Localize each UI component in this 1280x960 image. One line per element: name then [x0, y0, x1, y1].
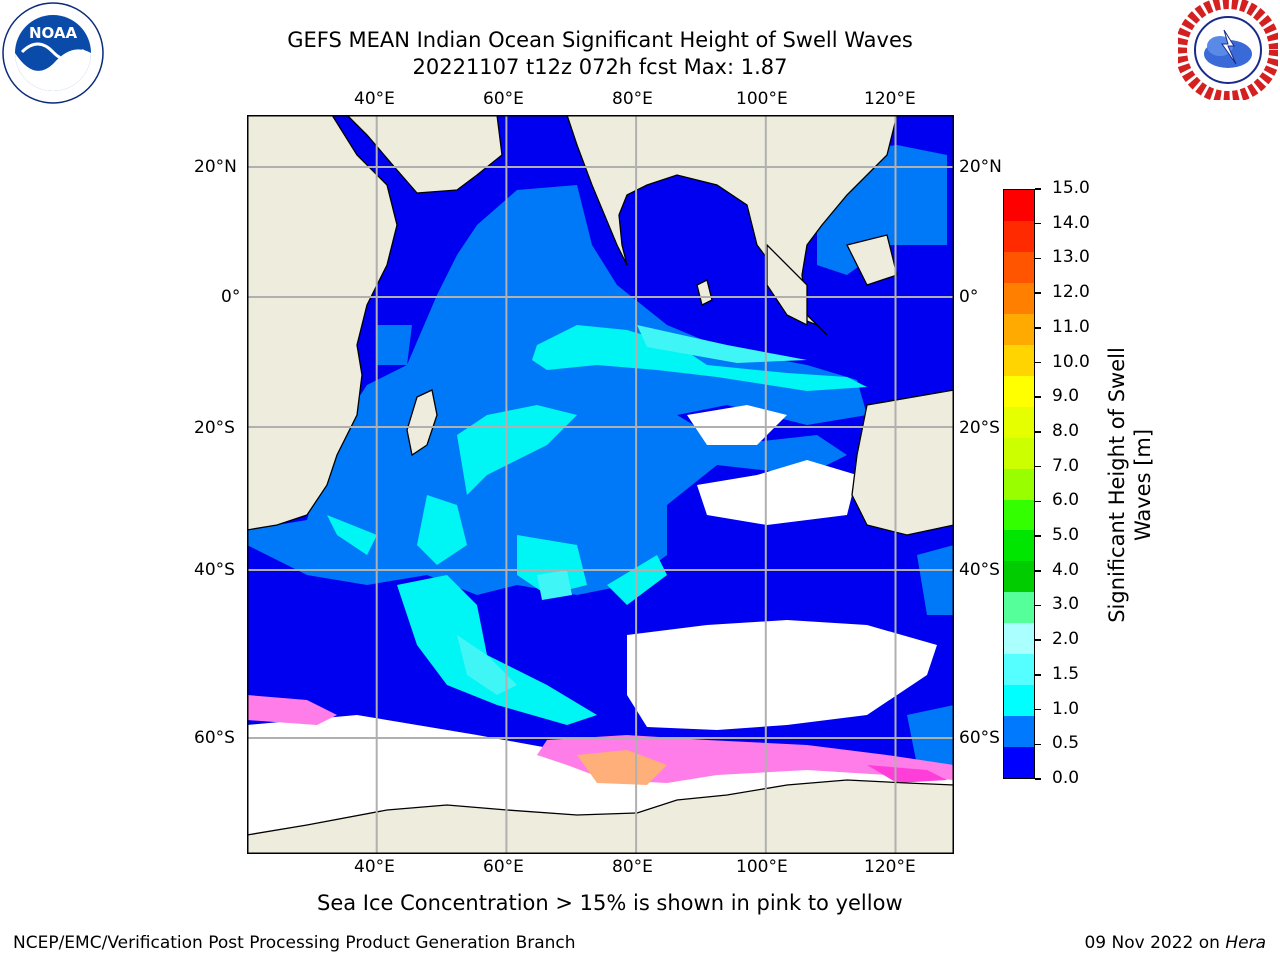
- colorbar-tick-mark: [1035, 292, 1041, 294]
- footer-host: Hera: [1225, 933, 1266, 953]
- lat-tick-left: 60°S: [194, 728, 235, 748]
- colorbar-bin: [1004, 499, 1034, 531]
- sea-ice-note: Sea Ice Concentration > 15% is shown in …: [317, 891, 903, 915]
- colorbar-bin: [1004, 592, 1034, 624]
- colorbar-tick-label: 5.0: [1052, 525, 1080, 546]
- colorbar-bin: [1004, 561, 1034, 593]
- colorbar-tick-mark: [1035, 743, 1041, 746]
- lat-tick-right: 60°S: [959, 728, 1000, 748]
- colorbar-tick-mark: [1035, 361, 1041, 364]
- colorbar-bin: [1004, 375, 1034, 407]
- colorbar-tick-label: 6.0: [1052, 490, 1080, 511]
- map-title-line1: GEFS MEAN Indian Ocean Significant Heigh…: [287, 28, 913, 52]
- colorbar-tick-label: 10.0: [1052, 351, 1090, 372]
- colorbar-bin: [1004, 251, 1034, 283]
- lon-tick-top: 120°E: [864, 89, 916, 109]
- lon-tick-top: 80°E: [612, 89, 653, 109]
- colorbar-tick-label: 14.0: [1052, 212, 1090, 233]
- map-panel: [247, 115, 954, 854]
- sea-ice: [247, 695, 954, 785]
- svg-text:NOAA: NOAA: [29, 24, 78, 42]
- swell-band-1.0-1.5: [327, 325, 867, 725]
- lon-tick-bottom: 120°E: [864, 857, 916, 877]
- colorbar-bins: [1004, 190, 1034, 778]
- lat-tick-right: 20°N: [959, 157, 1002, 177]
- colorbar-bin: [1004, 406, 1034, 438]
- colorbar-tick-mark: [1035, 778, 1041, 780]
- colorbar-bin: [1004, 654, 1034, 686]
- colorbar-tick-label: 0.0: [1052, 768, 1080, 788]
- colorbar-bin: [1004, 468, 1034, 500]
- lon-tick-bottom: 100°E: [736, 857, 788, 877]
- colorbar-tick-mark: [1035, 396, 1041, 398]
- colorbar-tick-label: 9.0: [1052, 386, 1080, 407]
- lon-tick-top: 40°E: [354, 89, 395, 109]
- lon-tick-bottom: 40°E: [354, 857, 395, 877]
- colorbar-tick-label: 13.0: [1052, 247, 1090, 268]
- lat-tick-left: 20°S: [194, 418, 235, 438]
- swell-band-1.5-2.0: [457, 325, 807, 695]
- colorbar-bin: [1004, 530, 1034, 562]
- lat-tick-left: 0°: [221, 287, 241, 307]
- colorbar-tick-mark: [1035, 535, 1041, 537]
- colorbar-tick-mark: [1035, 257, 1041, 260]
- nws-logo: [1175, 0, 1280, 103]
- footer-credit: NCEP/EMC/Verification Post Processing Pr…: [13, 933, 576, 953]
- lat-tick-right: 40°S: [959, 560, 1000, 580]
- colorbar-label-line1: Significant Height of Swell: [1105, 347, 1129, 623]
- colorbar-bin: [1004, 623, 1034, 655]
- colorbar-tick-mark: [1035, 327, 1041, 329]
- colorbar-tick-label: 11.0: [1052, 316, 1090, 337]
- colorbar-tick-label: 7.0: [1052, 455, 1080, 476]
- colorbar-tick-label: 1.5: [1052, 663, 1080, 684]
- colorbar-tick-mark: [1035, 708, 1041, 711]
- swell-band-0.5-1.0: [247, 145, 954, 765]
- lon-tick-bottom: 60°E: [483, 857, 524, 877]
- colorbar-tick-mark: [1035, 604, 1041, 607]
- colorbar-tick-mark: [1035, 222, 1041, 225]
- colorbar-tick-label: 2.0: [1052, 629, 1080, 650]
- colorbar-bin: [1004, 344, 1034, 376]
- gridlines: [247, 115, 954, 854]
- lon-tick-top: 100°E: [736, 89, 788, 109]
- colorbar: [1003, 189, 1035, 779]
- footer-date-text: 09 Nov 2022 on: [1084, 933, 1226, 953]
- colorbar-bin: [1004, 282, 1034, 314]
- colorbar-tick-label: 8.0: [1052, 420, 1080, 441]
- colorbar-bin: [1004, 313, 1034, 345]
- footer-date: 09 Nov 2022 on Hera: [1084, 933, 1266, 953]
- colorbar-tick-mark: [1035, 431, 1041, 433]
- lat-tick-right: 0°: [959, 287, 979, 307]
- colorbar-tick-label: 3.0: [1052, 594, 1080, 615]
- colorbar-bin: [1004, 220, 1034, 252]
- colorbar-tick-label: 1.0: [1052, 698, 1080, 719]
- noaa-logo: NOAA: [2, 2, 104, 104]
- colorbar-bin: [1004, 190, 1034, 221]
- colorbar-tick-label: 4.0: [1052, 559, 1080, 580]
- colorbar-tick-label: 12.0: [1052, 282, 1090, 303]
- colorbar-tick-mark: [1035, 674, 1041, 676]
- lat-tick-right: 20°S: [959, 418, 1000, 438]
- colorbar-tick-mark: [1035, 639, 1041, 641]
- map-title-line2: 20221107 t12z 072h fcst Max: 1.87: [412, 55, 788, 79]
- colorbar-bin: [1004, 685, 1034, 717]
- colorbar-tick-mark: [1035, 188, 1041, 190]
- colorbar-tick-label: 0.5: [1052, 733, 1080, 754]
- lat-tick-left: 20°N: [194, 157, 237, 177]
- colorbar-tick-mark: [1035, 570, 1041, 572]
- colorbar-bin: [1004, 716, 1034, 748]
- colorbar-bin: [1004, 437, 1034, 469]
- lon-tick-top: 60°E: [483, 89, 524, 109]
- colorbar-bin: [1004, 747, 1034, 778]
- colorbar-tick-label: 15.0: [1052, 178, 1090, 198]
- colorbar-label-line2: Waves [m]: [1131, 428, 1155, 542]
- lat-tick-left: 40°S: [194, 560, 235, 580]
- colorbar-tick-mark: [1035, 500, 1041, 503]
- lon-tick-bottom: 80°E: [612, 857, 653, 877]
- colorbar-tick-mark: [1035, 465, 1041, 468]
